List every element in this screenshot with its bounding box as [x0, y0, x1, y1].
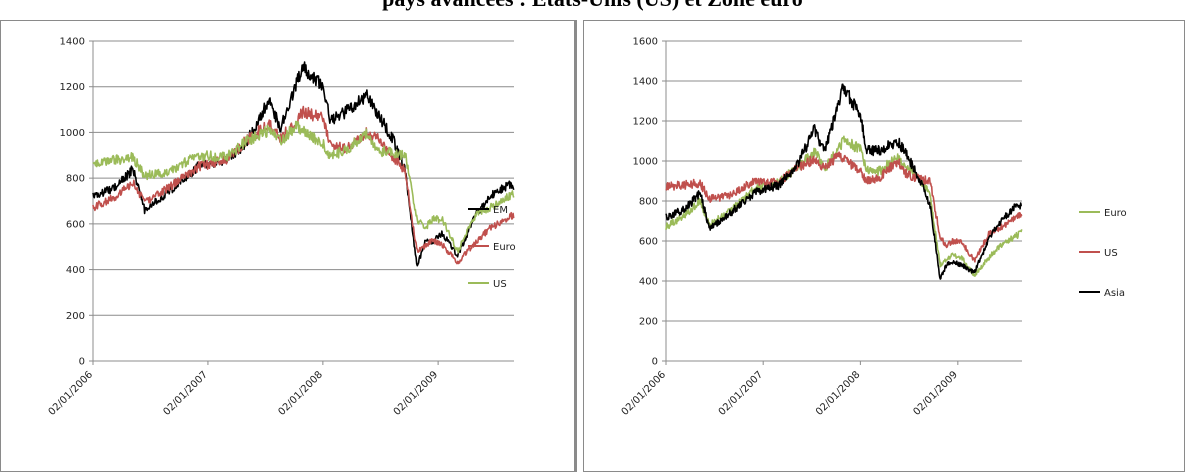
chart-left: 0 200 400 600 800 1000 1200 1400 02/01/2006 02/01…	[47, 37, 516, 418]
x-tick-label: 02/01/2009	[392, 369, 441, 418]
legend-label: Euro	[1104, 208, 1127, 219]
x-tick-label: 02/01/2008	[814, 369, 863, 418]
y-tick-label: 600	[639, 237, 658, 248]
y-tick-label: 1000	[60, 128, 85, 139]
series-line-us	[92, 120, 515, 254]
legend-label: EM	[493, 205, 508, 216]
y-tick-label: 800	[66, 174, 85, 185]
x-tick-label: 02/01/2007	[162, 369, 211, 418]
y-tick-label: 1400	[60, 37, 85, 48]
y-tick-label: 1400	[633, 77, 658, 88]
x-tick-label: 02/01/2008	[276, 369, 325, 418]
chart-panel-left: 0 200 400 600 800 1000 1200 1400 02/01/2006 02/01…	[0, 20, 577, 472]
y-tick-label: 200	[639, 317, 658, 328]
y-tick-label: 1600	[633, 37, 658, 48]
y-tick-label: 200	[66, 311, 85, 322]
y-tick-label: 400	[639, 277, 658, 288]
y-tick-label: 600	[66, 219, 85, 230]
x-tick-label: 02/01/2007	[717, 369, 766, 418]
chart-panel-right: 0 200 400 600 800 1000 1200 1400 1600 02/01/2006 0…	[583, 20, 1185, 472]
y-tick-label: 1200	[633, 117, 658, 128]
x-tick-label: 02/01/2006	[620, 369, 669, 418]
legend-label: Asia	[1104, 288, 1125, 299]
page-title: pays avancées : Etats-Unis (US) et Zone …	[0, 0, 1185, 12]
series-line-euro	[92, 105, 515, 265]
x-tick-label: 02/01/2009	[911, 369, 960, 418]
legend-label: US	[493, 279, 507, 290]
x-tick-label: 02/01/2006	[47, 369, 96, 418]
y-tick-label: 400	[66, 265, 85, 276]
series-line-us	[665, 151, 1023, 263]
chart-right: 0 200 400 600 800 1000 1200 1400 1600 02/01/2006 0…	[620, 37, 1127, 418]
legend-label: US	[1104, 248, 1118, 259]
y-tick-label: 800	[639, 197, 658, 208]
y-tick-label: 1000	[633, 157, 658, 168]
y-tick-label: 0	[652, 357, 658, 368]
y-tick-label: 0	[79, 357, 85, 368]
series-line-em	[92, 61, 515, 267]
series-line-asia	[665, 83, 1022, 280]
legend-label: Euro	[493, 242, 516, 253]
y-tick-label: 1200	[60, 82, 85, 93]
